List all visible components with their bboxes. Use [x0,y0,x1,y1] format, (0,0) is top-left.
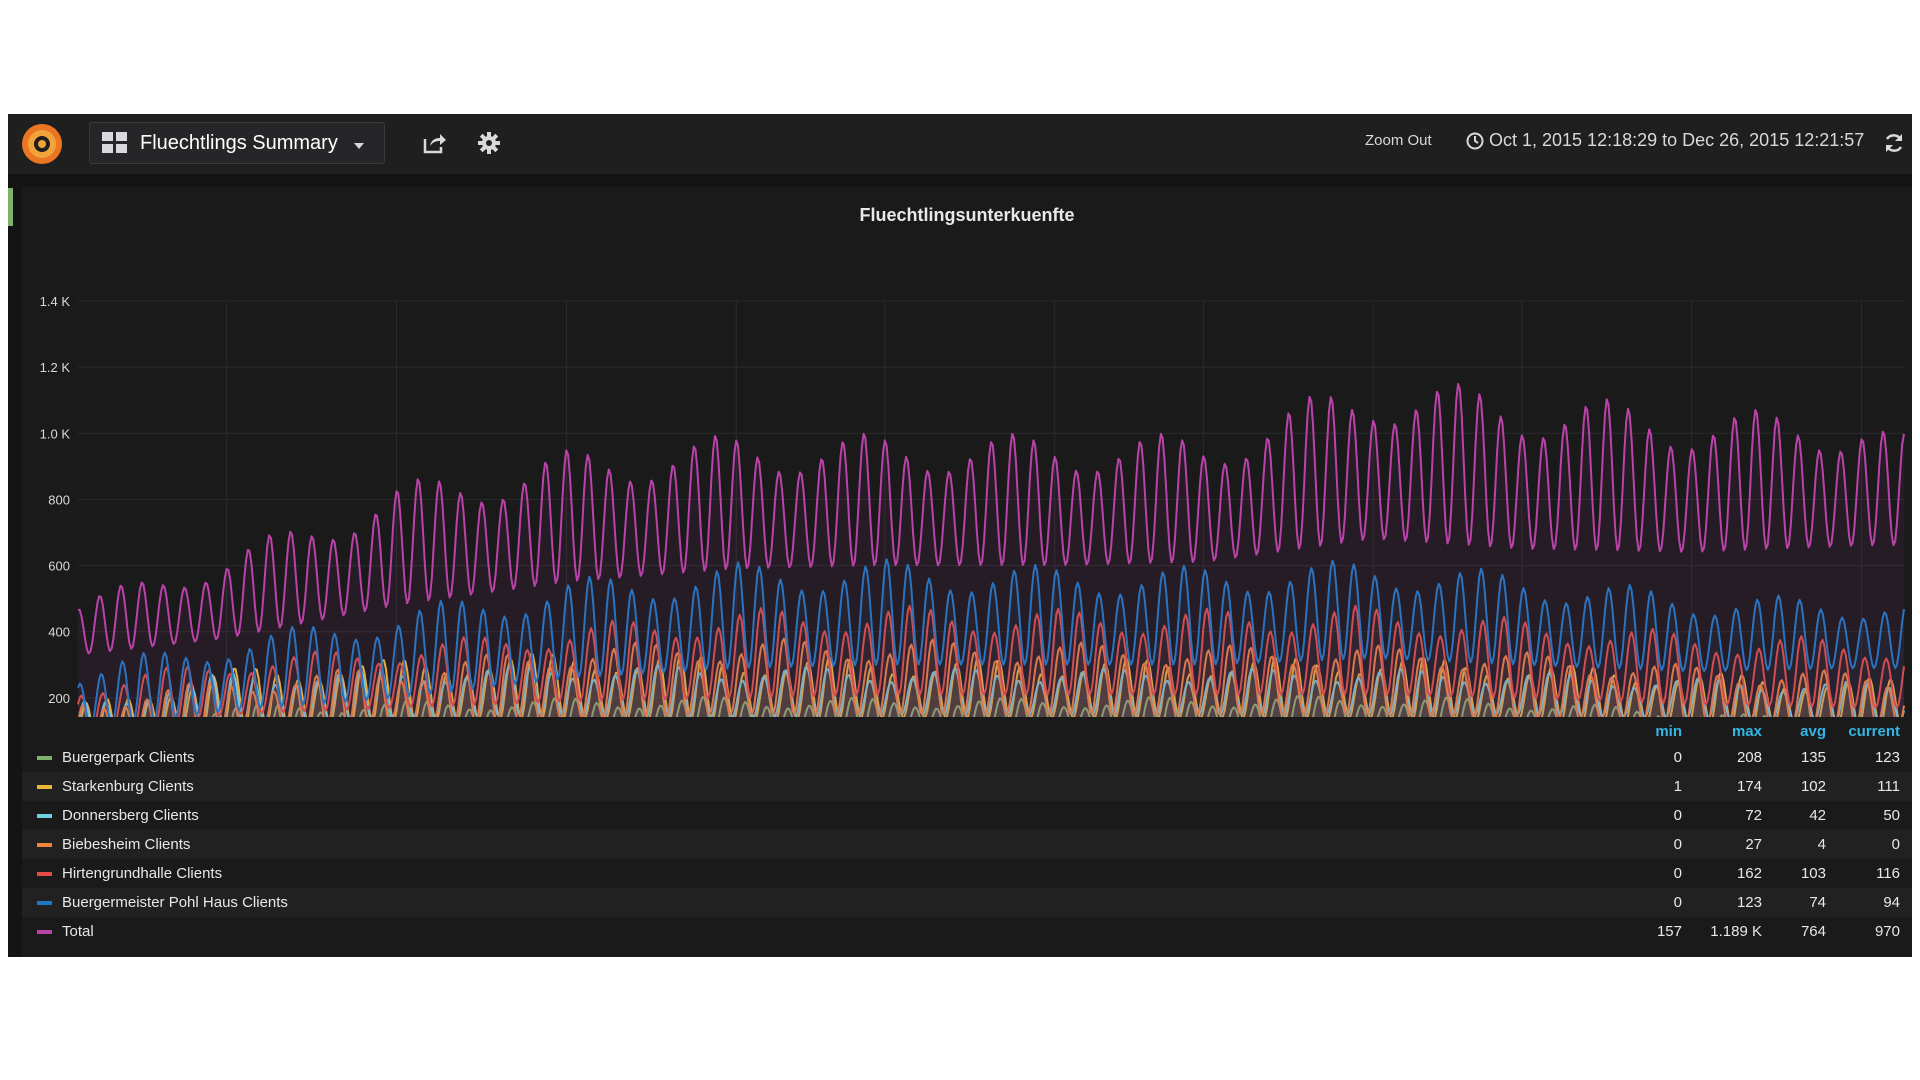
legend-current: 0 [1891,836,1900,853]
dashboard-title: Fluechtlings Summary [140,131,338,154]
zoom-out-button[interactable]: Zoom Out [1365,132,1432,149]
legend-max: 1.189 K [1710,923,1762,940]
legend-current: 50 [1883,807,1900,824]
dashboard-picker-button[interactable]: Fluechtlings Summary [89,122,385,164]
legend-series-name[interactable]: Total [62,923,94,940]
top-navbar: Fluechtlings Summary Zoom Out [8,114,1912,174]
series-line [211,695,1768,717]
time-range-picker[interactable]: Oct 1, 2015 12:18:29 to Dec 26, 2015 12:… [1466,130,1864,151]
dashboard-grid-icon [102,132,127,153]
series-line [77,558,1905,717]
grafana-app: Fluechtlings Summary Zoom Out [8,114,1912,957]
legend-series-name[interactable]: Biebesheim Clients [62,836,191,853]
series-area-fill [78,383,1904,717]
legend-max: 72 [1745,807,1762,824]
legend-header-min[interactable]: min [1655,723,1682,740]
legend-min: 0 [1673,836,1682,853]
legend-header-avg[interactable]: avg [1800,723,1826,740]
legend-min: 0 [1673,865,1682,882]
legend-swatch [37,872,52,876]
graph-panel: Fluechtlingsunterkuenfte 02004006008001.… [22,187,1912,957]
legend-current: 116 [1876,865,1900,882]
legend-min: 1 [1673,778,1682,795]
legend-series-name[interactable]: Buergermeister Pohl Haus Clients [62,894,288,911]
legend-min: 0 [1673,894,1682,911]
legend-avg: 103 [1800,865,1826,882]
chevron-down-icon [353,143,364,149]
legend-min: 0 [1673,807,1682,824]
legend-swatch [37,756,52,760]
legend-max: 208 [1736,749,1762,766]
legend-max: 162 [1736,865,1762,882]
series-area-fill [78,605,1904,717]
legend-avg: 135 [1800,749,1826,766]
y-tick-label: 800 [48,492,70,507]
legend-swatch [37,785,52,789]
legend-min: 157 [1656,923,1682,940]
legend-swatch [37,901,52,905]
refresh-icon[interactable] [1883,132,1905,154]
gear-icon[interactable] [476,130,502,156]
legend-avg: 42 [1809,807,1826,824]
line-chart[interactable]: 02004006008001.0 K1.2 K1.4 K10/810/1610/… [22,187,1912,717]
legend-series-name[interactable]: Donnersberg Clients [62,807,199,824]
time-range-text: Oct 1, 2015 12:18:29 to Dec 26, 2015 12:… [1489,130,1865,150]
share-icon[interactable] [421,130,447,156]
panel-title[interactable]: Fluechtlingsunterkuenfte [859,205,1075,225]
legend-swatch [37,843,52,847]
series-line [77,604,1905,717]
legend-row-biebesheim[interactable]: Biebesheim Clients 0 27 4 0 [22,830,1912,859]
legend-current: 970 [1874,923,1900,940]
legend-row-starkenburg[interactable]: Starkenburg Clients 1 174 102 111 [22,772,1912,801]
legend-avg: 764 [1800,923,1826,940]
y-tick-label: 600 [48,559,70,574]
y-tick-label: 200 [48,691,70,706]
y-tick-label: 1.2 K [40,360,71,375]
legend-row-donnersberg[interactable]: Donnersberg Clients 0 72 42 50 [22,801,1912,830]
y-tick-label: 400 [48,625,70,640]
legend-row-pohl-haus[interactable]: Buergermeister Pohl Haus Clients 0 123 7… [22,888,1912,917]
series-line [77,382,1905,655]
legend-max: 123 [1736,894,1762,911]
legend-row-hirtengrundhalle[interactable]: Hirtengrundhalle Clients 0 162 103 116 [22,859,1912,888]
legend-avg: 102 [1800,778,1826,795]
legend-series-name[interactable]: Starkenburg Clients [62,778,194,795]
y-tick-label: 1.4 K [40,294,71,309]
legend-current: 123 [1874,749,1900,766]
row-collapse-handle[interactable] [8,188,13,226]
legend-row-total[interactable]: Total 157 1.189 K 764 970 [22,917,1912,946]
grafana-logo-icon[interactable] [18,120,66,168]
legend-max: 27 [1745,836,1762,853]
legend-avg: 74 [1809,894,1826,911]
legend-current: 111 [1877,778,1900,795]
legend-avg: 4 [1817,836,1826,853]
legend-min: 0 [1673,749,1682,766]
legend-row-buergerpark[interactable]: Buergerpark Clients 0 208 135 123 [22,743,1912,772]
legend-swatch [37,930,52,934]
legend-current: 94 [1883,894,1900,911]
legend-swatch [37,814,52,818]
legend-max: 174 [1736,778,1762,795]
legend-header-max[interactable]: max [1731,723,1762,740]
legend-header-current[interactable]: current [1848,723,1900,740]
legend-series-name[interactable]: Hirtengrundhalle Clients [62,865,223,882]
y-tick-label: 1.0 K [40,426,71,441]
clock-icon [1466,132,1484,149]
legend-series-name[interactable]: Buergerpark Clients [62,749,195,766]
